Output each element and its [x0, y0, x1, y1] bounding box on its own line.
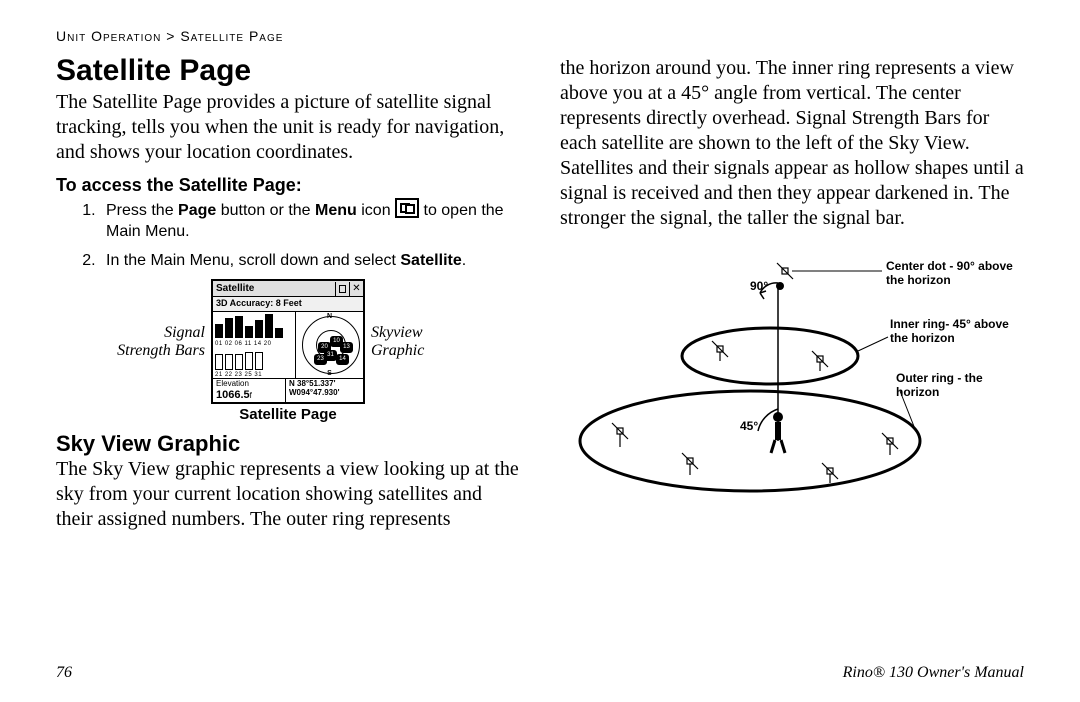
steps-list: Press the Page button or the Menu icon t… [56, 198, 520, 271]
signal-bar [245, 326, 253, 338]
figure-label-left: Signal Strength Bars [115, 324, 205, 359]
right-column: the horizon around you. The inner ring r… [560, 50, 1024, 532]
bars-row-2 [215, 349, 293, 370]
right-paragraph: the horizon around you. The inner ring r… [560, 56, 1024, 231]
page-footer: 76 Rino® 130 Owner's Manual [56, 664, 1024, 682]
breadcrumb: Unit Operation > Satellite Page [56, 28, 1024, 44]
manual-page: Unit Operation > Satellite Page Satellit… [0, 0, 1080, 702]
signal-bar [275, 328, 283, 338]
device-footer: Elevation 1066.5f N 38°51.337' W094°47.9… [213, 379, 363, 402]
satellite-page-figure: Signal Strength Bars Satellite 3D Accura… [56, 279, 520, 404]
label-inner: Inner ring- 45° above the horizon [890, 317, 1030, 346]
menu-icon [395, 198, 419, 218]
bars-row-1 [215, 314, 293, 338]
figure-caption: Satellite Page [56, 406, 520, 423]
figure-label-right: Skyview Graphic [371, 324, 461, 359]
skyview-heading: Sky View Graphic [56, 431, 520, 457]
step-2: In the Main Menu, scroll down and select… [100, 251, 520, 272]
sat-marker: 14 [336, 354, 349, 365]
signal-bar [215, 354, 223, 370]
signal-bar [235, 354, 243, 370]
breadcrumb-b: Satellite Page [180, 28, 283, 44]
signal-bar [245, 352, 253, 370]
breadcrumb-a: Unit Operation [56, 28, 161, 44]
signal-bar [215, 324, 223, 338]
window-icon [335, 282, 349, 296]
signal-bar [225, 318, 233, 338]
signal-bars [213, 312, 296, 378]
signal-bar [235, 316, 243, 338]
device-screenshot: Satellite 3D Accuracy: 8 Feet [211, 279, 365, 404]
skyview-paragraph-1: The Sky View graphic represents a view l… [56, 457, 520, 532]
access-heading: To access the Satellite Page: [56, 175, 520, 196]
sat-marker: 13 [340, 342, 353, 353]
signal-bar [265, 314, 273, 338]
skyview-diagram: 45° 90° Center dot - 90° above the horiz… [560, 241, 1020, 501]
device-main: N S 102013311423 [213, 312, 363, 379]
manual-title: Rino® 130 Owner's Manual [843, 664, 1024, 682]
signal-bar [255, 320, 263, 338]
columns: Satellite Page The Satellite Page provid… [56, 50, 1024, 532]
skyview: N S 102013311423 [296, 312, 363, 378]
signal-bar [255, 352, 263, 370]
label-center: Center dot - 90° above the horizon [886, 259, 1026, 288]
sat-icon [612, 263, 898, 483]
angle-90-label: 90° [750, 279, 768, 293]
page-title: Satellite Page [56, 54, 520, 88]
close-icon [349, 282, 363, 296]
intro-paragraph: The Satellite Page provides a picture of… [56, 90, 520, 165]
device-titlebar: Satellite [213, 281, 363, 297]
signal-bar [225, 354, 233, 370]
accuracy-row: 3D Accuracy: 8 Feet [213, 297, 363, 312]
angle-45-label: 45° [740, 419, 758, 433]
left-column: Satellite Page The Satellite Page provid… [56, 50, 520, 532]
sat-marker: 23 [314, 354, 327, 365]
breadcrumb-sep: > [166, 28, 175, 44]
label-outer: Outer ring - the horizon [896, 371, 1016, 400]
page-number: 76 [56, 664, 72, 682]
step-1: Press the Page button or the Menu icon t… [100, 198, 520, 243]
